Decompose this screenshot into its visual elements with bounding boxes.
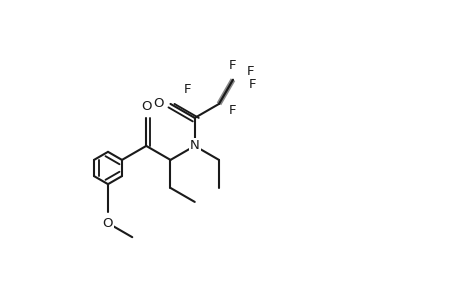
Text: O: O [102, 217, 113, 230]
Text: O: O [153, 98, 163, 110]
Text: F: F [184, 83, 191, 96]
Text: F: F [229, 59, 236, 72]
Text: N: N [190, 140, 199, 152]
Text: F: F [249, 78, 256, 91]
Text: O: O [141, 100, 151, 113]
Text: F: F [246, 65, 254, 78]
Text: F: F [229, 104, 236, 117]
